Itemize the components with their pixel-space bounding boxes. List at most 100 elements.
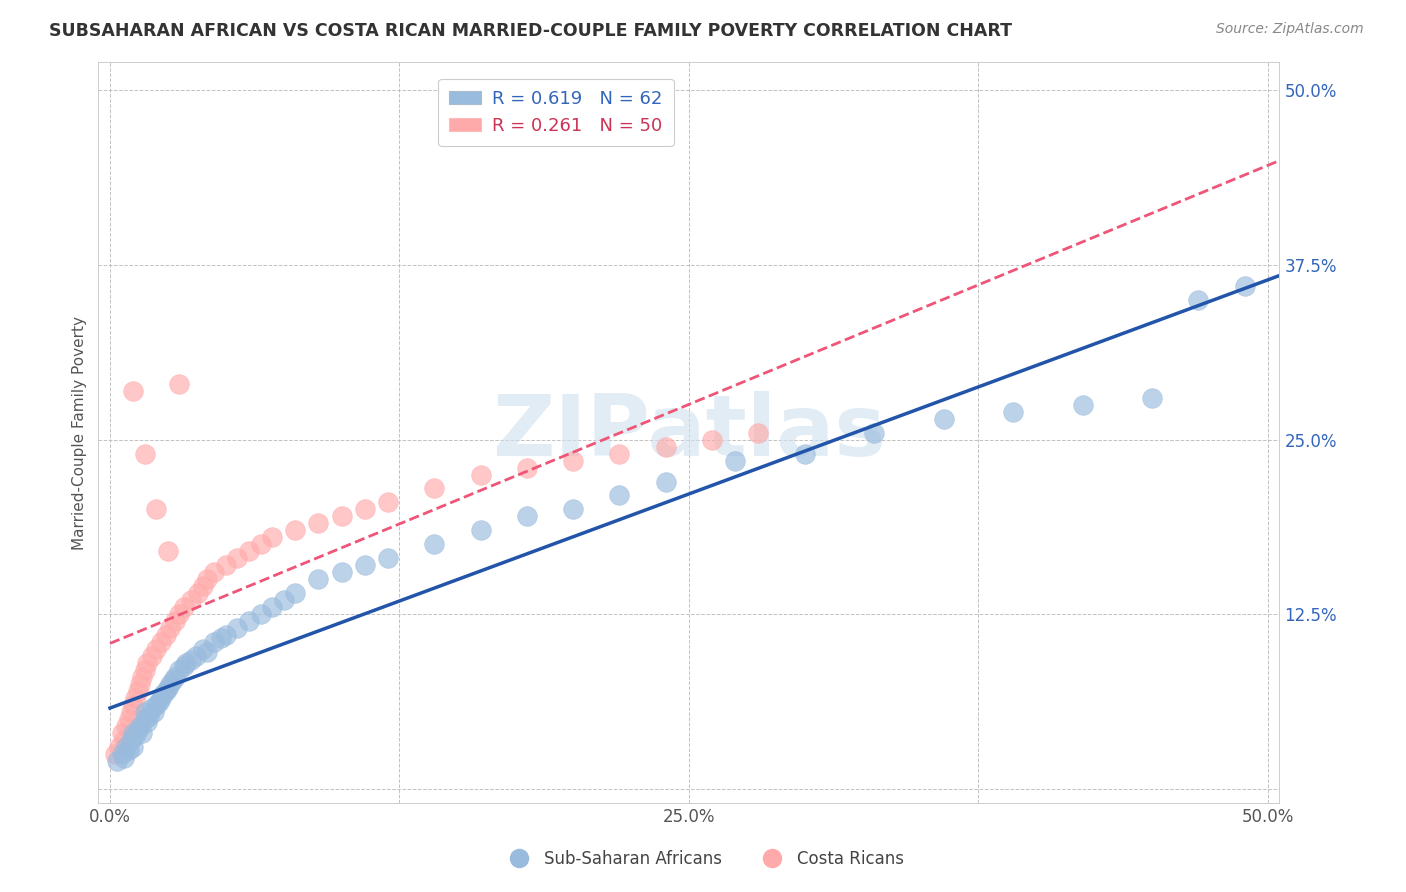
- Point: [110, 726, 132, 740]
- Point: [115, 739, 138, 754]
- Point: [191, 579, 214, 593]
- Point: [724, 453, 747, 467]
- Legend: R = 0.619   N = 62, R = 0.261   N = 50: R = 0.619 N = 62, R = 0.261 N = 50: [439, 78, 673, 145]
- Point: [353, 558, 375, 573]
- Point: [700, 433, 723, 447]
- Point: [110, 747, 132, 761]
- Point: [138, 709, 160, 723]
- Point: [180, 653, 202, 667]
- Point: [180, 593, 202, 607]
- Point: [131, 670, 153, 684]
- Point: [149, 635, 172, 649]
- Point: [377, 551, 399, 566]
- Point: [307, 572, 329, 586]
- Point: [124, 691, 146, 706]
- Point: [136, 656, 159, 670]
- Point: [159, 621, 181, 635]
- Point: [249, 607, 271, 622]
- Point: [191, 642, 214, 657]
- Point: [284, 524, 307, 538]
- Point: [1187, 293, 1209, 307]
- Point: [470, 467, 492, 482]
- Point: [609, 488, 631, 502]
- Point: [307, 516, 329, 531]
- Point: [187, 586, 209, 600]
- Point: [127, 723, 149, 738]
- Point: [215, 628, 238, 642]
- Point: [143, 705, 166, 719]
- Point: [793, 446, 815, 460]
- Point: [173, 600, 195, 615]
- Point: [112, 751, 135, 765]
- Point: [516, 460, 538, 475]
- Point: [1071, 398, 1094, 412]
- Point: [353, 502, 375, 516]
- Point: [747, 425, 769, 440]
- Point: [169, 376, 191, 391]
- Point: [423, 537, 446, 551]
- Point: [330, 566, 353, 580]
- Point: [134, 712, 156, 726]
- Point: [122, 384, 145, 398]
- Point: [129, 677, 152, 691]
- Text: ZIPatlas: ZIPatlas: [492, 391, 886, 475]
- Point: [330, 509, 353, 524]
- Point: [226, 621, 249, 635]
- Text: Source: ZipAtlas.com: Source: ZipAtlas.com: [1216, 22, 1364, 37]
- Point: [470, 524, 492, 538]
- Point: [104, 747, 127, 761]
- Point: [238, 544, 260, 558]
- Point: [184, 649, 207, 664]
- Point: [136, 714, 159, 729]
- Y-axis label: Married-Couple Family Poverty: Married-Couple Family Poverty: [72, 316, 87, 549]
- Point: [134, 705, 156, 719]
- Point: [169, 663, 191, 677]
- Point: [155, 684, 177, 698]
- Point: [173, 659, 195, 673]
- Point: [249, 537, 271, 551]
- Point: [120, 733, 142, 747]
- Point: [1140, 391, 1163, 405]
- Point: [932, 411, 955, 425]
- Point: [863, 425, 886, 440]
- Point: [262, 530, 284, 544]
- Point: [108, 739, 131, 754]
- Point: [202, 635, 225, 649]
- Point: [145, 642, 167, 657]
- Point: [655, 440, 678, 454]
- Point: [129, 719, 152, 733]
- Point: [156, 681, 179, 696]
- Point: [377, 495, 399, 509]
- Point: [163, 670, 186, 684]
- Point: [162, 673, 184, 687]
- Point: [148, 695, 170, 709]
- Text: SUBSAHARAN AFRICAN VS COSTA RICAN MARRIED-COUPLE FAMILY POVERTY CORRELATION CHAR: SUBSAHARAN AFRICAN VS COSTA RICAN MARRIE…: [49, 22, 1012, 40]
- Point: [159, 677, 181, 691]
- Point: [516, 509, 538, 524]
- Point: [124, 729, 146, 743]
- Legend: Sub-Saharan Africans, Costa Ricans: Sub-Saharan Africans, Costa Ricans: [495, 844, 911, 875]
- Point: [1002, 405, 1025, 419]
- Point: [145, 698, 167, 712]
- Point: [122, 698, 145, 712]
- Point: [141, 649, 163, 664]
- Point: [149, 691, 172, 706]
- Point: [273, 593, 295, 607]
- Point: [117, 742, 139, 756]
- Point: [215, 558, 238, 573]
- Point: [562, 453, 585, 467]
- Point: [152, 687, 174, 701]
- Point: [141, 701, 163, 715]
- Point: [609, 446, 631, 460]
- Point: [156, 544, 179, 558]
- Point: [562, 502, 585, 516]
- Point: [117, 712, 139, 726]
- Point: [122, 739, 145, 754]
- Point: [176, 656, 198, 670]
- Point: [655, 475, 678, 489]
- Point: [169, 607, 191, 622]
- Point: [112, 733, 135, 747]
- Point: [195, 645, 218, 659]
- Point: [131, 726, 153, 740]
- Point: [423, 482, 446, 496]
